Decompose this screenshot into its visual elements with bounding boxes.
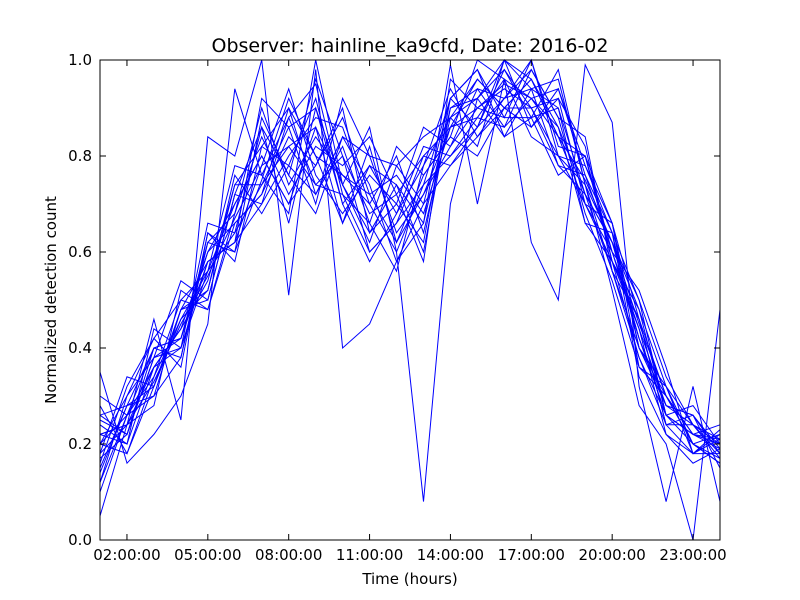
x-axis-label: Time (hours)	[361, 570, 457, 588]
series-line-9	[99, 78, 721, 464]
series-line-5	[99, 78, 721, 483]
series-line-23	[99, 59, 721, 517]
x-tick-label-6: 20:00:00	[578, 546, 645, 564]
series-line-19	[99, 88, 721, 459]
y-tick-label-1: 0.2	[68, 435, 92, 453]
chart-title: Observer: hainline_ka9cfd, Date: 2016-02	[212, 35, 609, 57]
y-tick-label-0: 0.0	[68, 531, 92, 549]
series-line-21	[99, 78, 721, 445]
x-tick-label-3: 11:00:00	[336, 546, 403, 564]
x-tick-label-1: 05:00:00	[174, 546, 241, 564]
x-tick-label-7: 23:00:00	[659, 546, 726, 564]
series-line-12	[99, 68, 721, 469]
y-tick-label-3: 0.6	[68, 243, 92, 261]
plot-frame	[99, 59, 721, 541]
x-tick-label-4: 14:00:00	[417, 546, 484, 564]
series-line-15	[99, 59, 721, 459]
y-tick-label-2: 0.4	[68, 339, 92, 357]
series-line-18	[99, 68, 721, 464]
y-tick-label-5: 1.0	[68, 51, 92, 69]
x-tick-label-0: 02:00:00	[93, 546, 160, 564]
series-line-20	[99, 68, 720, 455]
series-line-22	[99, 59, 721, 541]
x-tick-label-5: 17:00:00	[498, 546, 565, 564]
x-tick-label-2: 08:00:00	[255, 546, 322, 564]
series-layer	[99, 58, 721, 541]
x-axis: 02:00:00 05:00:00 08:00:00 11:00:00 14:00:00…	[93, 60, 727, 564]
y-axis-label: Normalized detection count	[42, 196, 60, 404]
y-tick-label-4: 0.8	[68, 147, 92, 165]
y-axis: 0.0 0.2 0.4 0.6 0.8 1.0	[68, 51, 720, 549]
series-line-17	[99, 58, 721, 483]
